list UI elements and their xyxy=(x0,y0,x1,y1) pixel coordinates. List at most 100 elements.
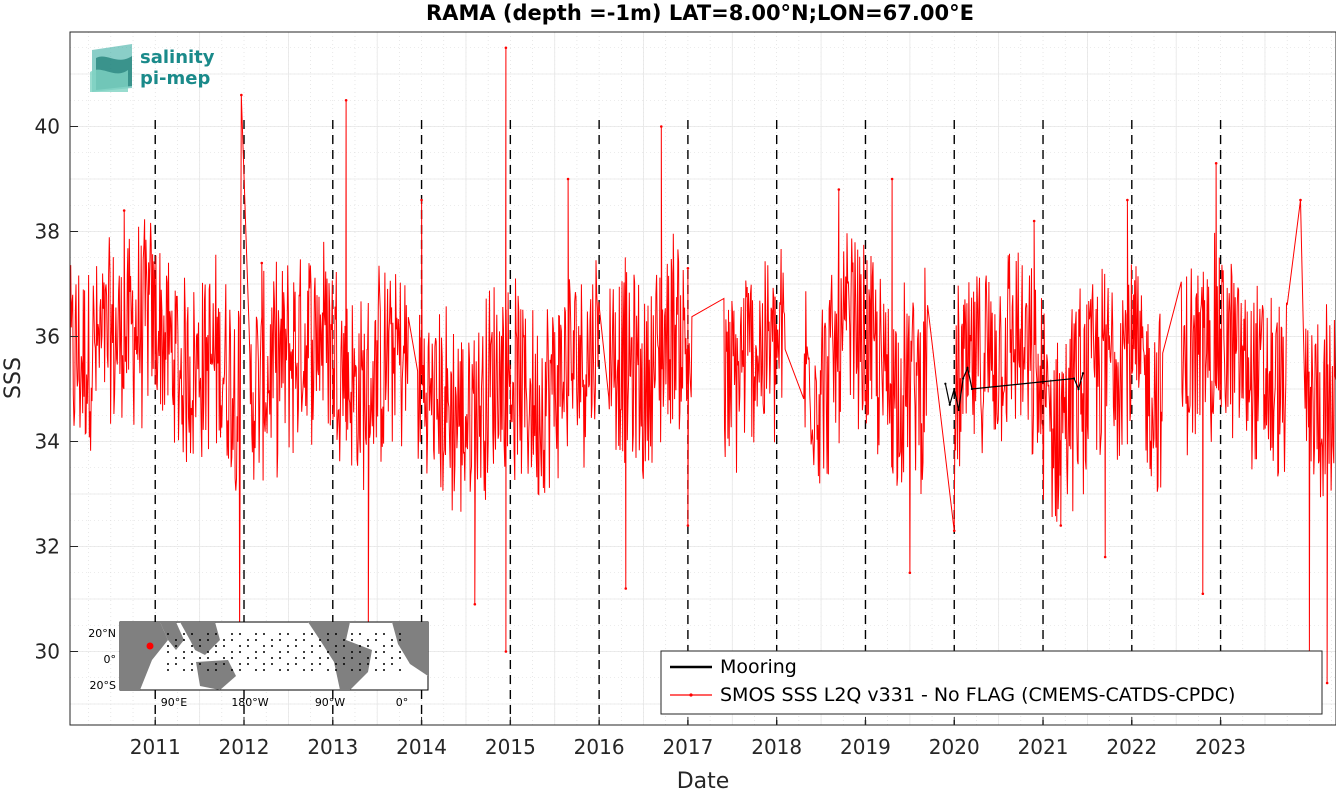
mooring-array-dot xyxy=(199,639,201,641)
mooring-array-dot xyxy=(383,645,385,647)
mooring-array-dot xyxy=(247,663,249,665)
x-tick-label: 2013 xyxy=(307,735,358,759)
x-axis-label: Date xyxy=(677,769,730,790)
mooring-array-dot xyxy=(247,657,249,659)
mooring-array-dot xyxy=(351,639,353,641)
mooring-data-point xyxy=(1072,377,1076,380)
mooring-array-dot xyxy=(319,639,321,641)
smos-data-point xyxy=(1103,555,1107,559)
smos-data-point xyxy=(240,93,243,97)
mooring-array-dot xyxy=(231,639,233,641)
x-tick-label: 2022 xyxy=(1106,735,1157,759)
smos-data-point xyxy=(1325,681,1329,685)
mooring-array-dot xyxy=(231,657,233,659)
mooring-array-dot xyxy=(175,663,177,665)
mooring-array-dot xyxy=(255,639,257,641)
smos-series-line xyxy=(69,47,1336,684)
logo-line1: salinity xyxy=(140,47,215,68)
mooring-array-dot xyxy=(191,669,193,671)
mooring-data-point xyxy=(970,387,974,391)
plot-frame xyxy=(69,31,1336,726)
x-tick-label: 2011 xyxy=(130,735,181,759)
mooring-array-dot xyxy=(279,657,281,659)
smos-data-point xyxy=(420,198,423,202)
inset-lon-label-90w: 90°W xyxy=(315,696,345,709)
mooring-array-dot xyxy=(263,645,265,647)
mooring-array-dot xyxy=(239,663,241,665)
mooring-array-dot xyxy=(375,657,377,659)
mooring-location-marker xyxy=(146,642,154,650)
mooring-array-dot xyxy=(215,651,217,653)
mooring-array-dot xyxy=(359,633,361,635)
mooring-array-dot xyxy=(335,651,337,653)
y-tick-label: 34 xyxy=(35,430,60,454)
smos-data-point xyxy=(1032,219,1036,223)
mooring-array-dot xyxy=(279,639,281,641)
mooring-array-dot xyxy=(343,645,345,647)
mooring-array-dot xyxy=(207,639,209,641)
mooring-array-dot xyxy=(231,633,233,635)
mooring-array-dot xyxy=(295,663,297,665)
mooring-array-dot xyxy=(191,645,193,647)
mooring-array-dot xyxy=(359,645,361,647)
mooring-array-dot xyxy=(295,639,297,641)
mooring-array-dot xyxy=(183,651,185,653)
mooring-array-dot xyxy=(167,663,169,665)
mooring-array-dot xyxy=(247,639,249,641)
mooring-array-dot xyxy=(311,663,313,665)
mooring-data-point xyxy=(962,377,965,380)
x-tick-label: 2018 xyxy=(751,735,802,759)
chart-title: RAMA (depth =-1m) LAT=8.00°N;LON=67.00°E xyxy=(426,1,974,25)
legend-smos-label: SMOS SSS L2Q v331 - No FLAG (CMEMS-CATDS… xyxy=(720,684,1235,706)
mooring-array-dot xyxy=(167,633,169,635)
mooring-array-dot xyxy=(319,663,321,665)
mooring-array-dot xyxy=(183,639,185,641)
mooring-array-dot xyxy=(287,645,289,647)
mooring-array-dot xyxy=(375,633,377,635)
mooring-array-dot xyxy=(383,669,385,671)
mooring-array-dot xyxy=(271,663,273,665)
inset-lon-label-0: 0° xyxy=(396,696,409,709)
mooring-data-point xyxy=(1077,387,1080,391)
smos-data-point xyxy=(1126,198,1129,202)
mooring-array-dot xyxy=(255,651,257,653)
inset-lat-label-20s: 20°S xyxy=(90,679,116,692)
mooring-array-dot xyxy=(175,639,177,641)
mooring-array-dot xyxy=(311,669,313,671)
mooring-data-point xyxy=(1081,372,1085,375)
y-tick-label: 38 xyxy=(35,220,60,244)
mooring-array-dot xyxy=(383,663,385,665)
mooring-array-dot xyxy=(255,669,257,671)
mooring-array-dot xyxy=(263,669,265,671)
mooring-array-dot xyxy=(223,657,225,659)
asia-indonesia-landmass xyxy=(180,622,220,655)
mooring-array-dot xyxy=(311,645,313,647)
mooring-array-dot xyxy=(271,657,273,659)
mooring-array-dots xyxy=(167,633,401,671)
mooring-series xyxy=(944,366,1085,412)
smos-data-point xyxy=(344,98,348,102)
mooring-array-dot xyxy=(183,657,185,659)
mooring-array-dot xyxy=(383,633,385,635)
legend-box xyxy=(660,650,1323,715)
mooring-array-dot xyxy=(343,657,345,659)
legend-mooring-label: Mooring xyxy=(720,656,797,678)
smos-data-point xyxy=(122,209,126,212)
africa-west-landmass xyxy=(392,622,428,676)
legend-smos-marker xyxy=(689,693,693,697)
mooring-array-dot xyxy=(295,645,297,647)
mooring-array-dot xyxy=(327,633,329,635)
mooring-array-dot xyxy=(359,663,361,665)
mooring-array-dot xyxy=(367,663,369,665)
mooring-array-dot xyxy=(303,657,305,659)
mooring-array-dot xyxy=(263,633,265,635)
mooring-array-dot xyxy=(215,633,217,635)
mooring-array-dot xyxy=(303,633,305,635)
smos-data-point xyxy=(473,602,477,606)
mooring-array-dot xyxy=(399,639,401,641)
smos-data-point xyxy=(504,650,508,653)
mooring-data-point xyxy=(953,387,956,391)
mooring-array-dot xyxy=(167,651,169,653)
mooring-array-dot xyxy=(231,651,233,653)
x-tick-label: 2017 xyxy=(662,735,713,759)
